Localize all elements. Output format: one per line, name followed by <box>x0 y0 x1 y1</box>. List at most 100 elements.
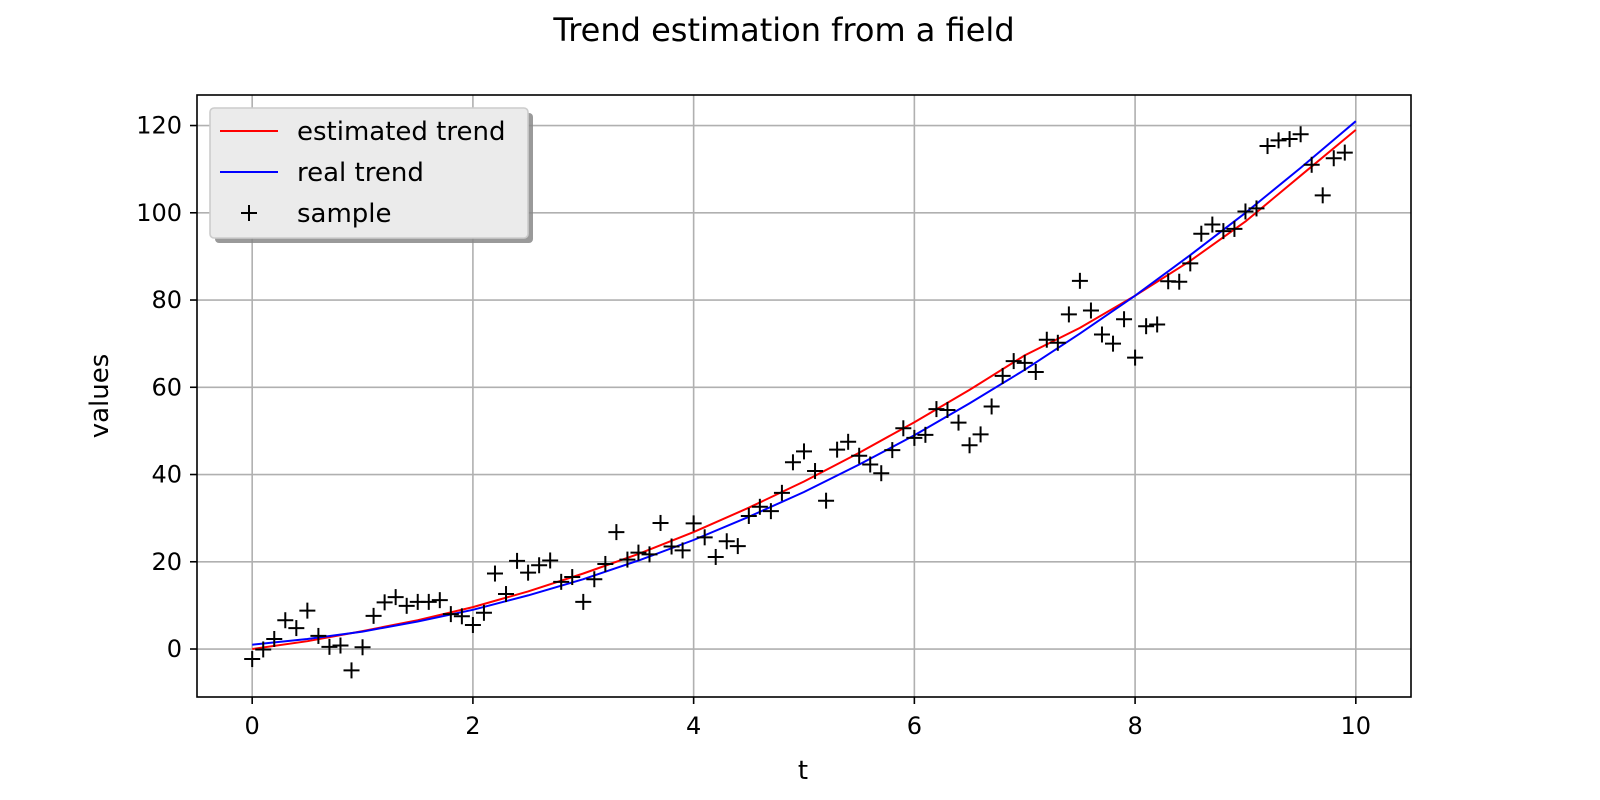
sample-point <box>1314 187 1331 204</box>
sample-point <box>829 441 846 458</box>
sample-point <box>1038 331 1055 348</box>
sample-point <box>807 463 824 480</box>
y-tick-label: 80 <box>151 286 182 314</box>
sample-point <box>365 607 382 624</box>
legend: estimated trend real trend sample <box>209 107 533 243</box>
sample-point <box>696 529 713 546</box>
sample-point <box>387 589 404 606</box>
sample-point <box>718 533 735 550</box>
sample-point <box>475 604 492 621</box>
sample-point <box>608 524 625 541</box>
chart-title: Trend estimation from a field <box>552 11 1014 49</box>
sample-point <box>553 573 570 590</box>
sample-point <box>674 542 691 559</box>
sample-point <box>453 608 470 625</box>
sample-point <box>1149 316 1166 333</box>
x-tick-label: 0 <box>245 712 260 740</box>
sample-point <box>1204 216 1221 233</box>
sample-point <box>906 429 923 446</box>
real-trend-line <box>252 120 1357 646</box>
sample-point <box>740 507 757 524</box>
y-axis-label: values <box>85 354 115 439</box>
legend-label-real-trend: real trend <box>297 158 424 188</box>
sample-point <box>685 515 702 532</box>
sample-point <box>575 593 592 610</box>
sample-point <box>630 544 647 561</box>
sample-point <box>663 538 680 555</box>
sample-point <box>244 651 261 668</box>
sample-point <box>1005 353 1022 370</box>
sample-point <box>950 414 967 431</box>
sample-point <box>321 638 338 655</box>
sample-point <box>1325 150 1342 167</box>
sample-point <box>354 639 371 656</box>
sample-point <box>1281 131 1298 148</box>
sample-point <box>1303 156 1320 173</box>
sample-point <box>773 484 790 501</box>
sample-point <box>1127 349 1144 366</box>
y-tick-label: 100 <box>136 199 182 227</box>
y-tick-label: 20 <box>151 548 182 576</box>
sample-point <box>1248 200 1265 217</box>
sample-point <box>597 555 614 572</box>
sample-point <box>972 426 989 443</box>
y-tick-label: 40 <box>151 461 182 489</box>
sample-point <box>1060 306 1077 323</box>
sample-point <box>255 641 272 658</box>
sample-point <box>652 514 669 531</box>
sample-point <box>873 465 890 482</box>
sample-point <box>707 548 724 565</box>
sample-point <box>1082 302 1099 319</box>
sample-point <box>1171 273 1188 290</box>
sample-point <box>751 498 768 515</box>
sample-point <box>1336 144 1353 161</box>
y-tick-label: 120 <box>136 112 182 140</box>
sample-point <box>464 617 481 634</box>
sample-point <box>961 437 978 454</box>
legend-label-sample: sample <box>297 199 392 229</box>
sample-point <box>509 552 526 569</box>
sample-point <box>586 571 603 588</box>
sample-point <box>1193 225 1210 242</box>
sample-point <box>542 552 559 569</box>
sample-point <box>851 447 868 464</box>
sample-point <box>1138 318 1155 335</box>
sample-point <box>884 442 901 459</box>
sample-point <box>1292 126 1309 143</box>
y-tick-label: 0 <box>167 635 182 663</box>
sample-point <box>310 627 327 644</box>
sample-point <box>840 433 857 450</box>
sample-point <box>784 454 801 471</box>
sample-point <box>531 557 548 574</box>
sample-point <box>862 456 879 473</box>
sample-point <box>431 592 448 609</box>
x-axis-label: t <box>798 756 808 786</box>
sample-point <box>299 602 316 619</box>
sample-point <box>939 401 956 418</box>
x-tick-label: 8 <box>1127 712 1142 740</box>
sample-point <box>343 662 360 679</box>
sample-point <box>1182 255 1199 272</box>
legend-label-estimated-trend: estimated trend <box>297 117 505 147</box>
legend-box <box>209 107 529 239</box>
legend-swatch-sample <box>241 205 257 221</box>
sample-point <box>1027 364 1044 381</box>
sample-point <box>420 593 437 610</box>
sample-point <box>266 630 283 647</box>
x-tick-label: 10 <box>1341 712 1372 740</box>
sample-point <box>1270 132 1287 149</box>
sample-point <box>1093 326 1110 343</box>
sample-point <box>619 551 636 568</box>
x-tick-label: 6 <box>907 712 922 740</box>
sample-point <box>520 564 537 581</box>
sample-point <box>917 426 934 443</box>
sample-point <box>796 443 812 460</box>
sample-point <box>376 594 393 611</box>
sample-point <box>1105 335 1122 352</box>
sample-point <box>1215 223 1232 240</box>
sample-point <box>332 637 349 654</box>
sample-point <box>762 503 779 520</box>
sample-point <box>486 565 503 582</box>
sample-point <box>1016 354 1033 371</box>
